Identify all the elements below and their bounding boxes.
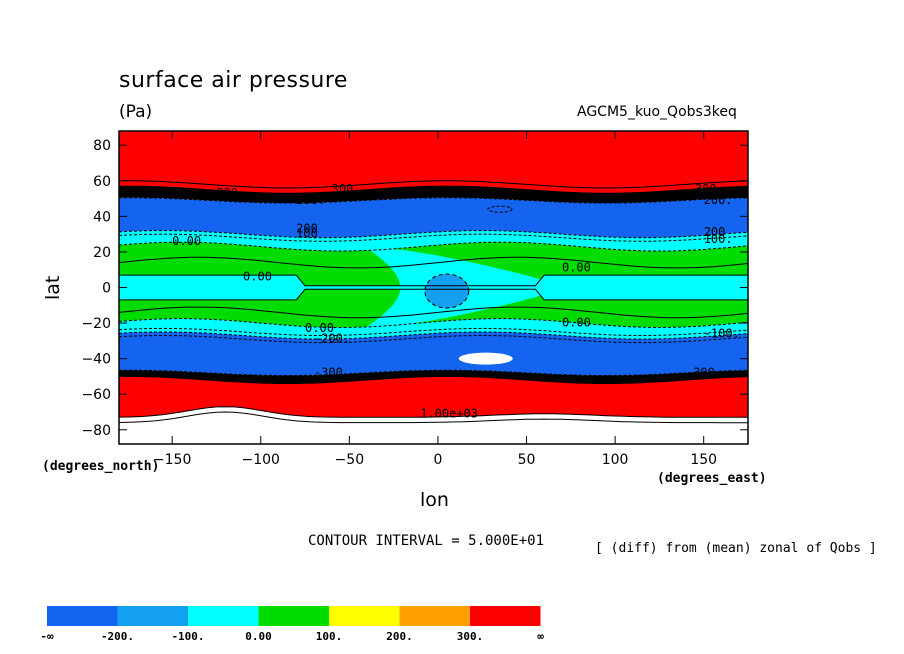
contour-label: -200.	[314, 332, 350, 346]
colorbar-swatch	[399, 606, 470, 626]
chart-units: (Pa)	[119, 102, 153, 122]
contour-label: 100.	[704, 232, 733, 246]
y-tick-label: 0	[102, 281, 111, 297]
colorbar-swatch	[258, 606, 329, 626]
y-tick-label: 80	[93, 138, 111, 154]
colorbar-swatches	[47, 606, 541, 626]
contour-line	[119, 375, 748, 384]
y-tick-label: 20	[93, 245, 111, 261]
northern-closed-contour	[487, 205, 513, 213]
contour-label: 0.00	[172, 234, 201, 248]
y-tick-label: −80	[81, 423, 111, 439]
contour-label: -100.	[704, 326, 740, 340]
x-tick-label: −150	[153, 452, 191, 468]
y-axis-units: (degrees_north)	[42, 459, 160, 474]
chart-title: surface air pressure	[119, 68, 348, 93]
band-pole-white	[119, 406, 748, 444]
colorbar-label: 300.	[457, 630, 484, 643]
contour-line	[119, 306, 748, 319]
contour-line	[119, 411, 748, 424]
contour-line	[119, 288, 748, 301]
run-label: AGCM5_kuo_Qobs3keq	[577, 104, 737, 120]
contour-label: -300	[686, 365, 715, 379]
contour-line	[119, 274, 748, 287]
contour-label: 0.00	[305, 321, 334, 335]
contour-label: 300	[695, 182, 717, 196]
contour-line	[119, 318, 748, 329]
band-north-red	[119, 131, 748, 194]
colorbar-label: 0.00	[245, 630, 272, 643]
y-tick-label: 60	[93, 174, 111, 190]
colorbar-swatch	[47, 606, 118, 626]
contour-label: -300	[314, 365, 343, 379]
band-south-red	[119, 376, 748, 418]
contour-label: 300	[216, 186, 238, 200]
contour-label: 200.	[296, 193, 325, 207]
colorbar-label: -∞	[40, 630, 54, 643]
axis-ticks: −150 −100 −50 0 50 100 150806040200−20−40−60−8…	[81, 131, 748, 468]
y-tick-label: −40	[81, 352, 111, 368]
contour-label: 0.00	[562, 316, 591, 330]
contour-line	[119, 180, 748, 189]
contour-label: 0.00	[562, 260, 591, 274]
x-tick-label: 0	[433, 452, 442, 468]
y-tick-label: −20	[81, 316, 111, 332]
southern-high-patch	[458, 352, 513, 365]
contour-label: 1.00e+03	[420, 406, 478, 420]
x-axis-units: (degrees_east)	[657, 471, 767, 486]
contour-line	[119, 406, 748, 418]
x-axis-label: lon	[420, 489, 449, 511]
contour-label: 200.	[704, 193, 733, 207]
contour-line	[119, 241, 748, 252]
band-north-blue	[119, 197, 748, 238]
x-tick-label: 50	[518, 452, 536, 468]
band-south-blue	[119, 332, 748, 376]
colorbar-label: 200.	[386, 630, 413, 643]
band-north-gradient	[119, 186, 748, 203]
contour-line	[119, 185, 748, 194]
equatorial-low-core	[424, 273, 470, 309]
x-tick-label: 150	[690, 452, 717, 468]
colorbar-swatch	[188, 606, 259, 626]
colorbar-label: ∞	[537, 630, 544, 643]
colorbar-label: 100.	[316, 630, 343, 643]
contour-label: 100	[296, 227, 318, 241]
filled-contours	[119, 131, 748, 444]
colorbar-swatch	[117, 606, 188, 626]
colorbar-label: -100.	[171, 630, 204, 643]
difference-note: [ (diff) from (mean) zonal of Qobs ]	[595, 541, 877, 556]
x-tick-label: −50	[335, 452, 365, 468]
y-tick-label: 40	[93, 209, 111, 225]
x-tick-label: −100	[242, 452, 280, 468]
colorbar-label: -200.	[101, 630, 134, 643]
contour-label: 200	[296, 221, 318, 235]
colorbar-swatch	[329, 606, 400, 626]
x-tick-label: 100	[602, 452, 629, 468]
contour-label: 0.00	[243, 269, 272, 283]
contour-lines	[119, 180, 748, 424]
contour-line	[119, 256, 748, 269]
contour-interval-text: CONTOUR INTERVAL = 5.000E+01	[308, 533, 545, 549]
y-tick-label: −60	[81, 387, 111, 403]
contour-label: 200	[704, 225, 726, 239]
colorbar-swatch	[470, 606, 541, 626]
band-south-gradient	[119, 370, 748, 384]
band-north-cyan	[119, 230, 748, 251]
colorbar-labels: -∞ -200. -100. 0.00 100. 200. 300. ∞	[40, 630, 544, 643]
contour-label: 300	[332, 182, 354, 196]
